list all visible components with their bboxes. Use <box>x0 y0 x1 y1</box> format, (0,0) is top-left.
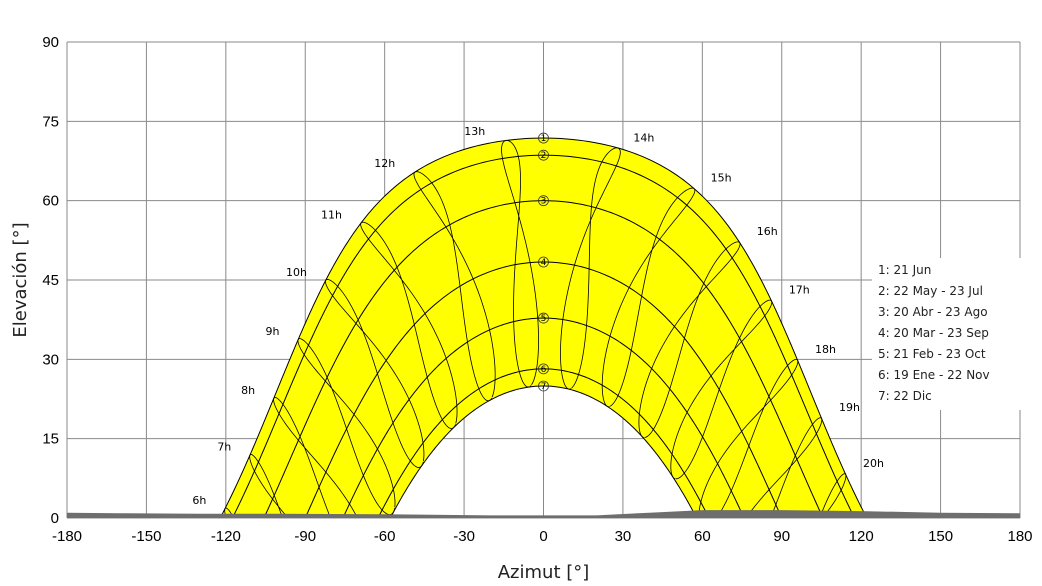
day-marker-label-5: 5 <box>541 314 547 324</box>
y-tick-label: 75 <box>42 113 59 130</box>
y-tick-label: 30 <box>42 351 59 368</box>
day-marker-2 <box>538 149 549 161</box>
hour-label-7: 7h <box>217 441 231 454</box>
hour-line-8 <box>273 397 358 519</box>
hour-label-20: 20h <box>863 457 884 470</box>
sun-path-fill <box>220 138 867 518</box>
day-path-6 <box>378 368 709 517</box>
day-marker-1 <box>538 132 549 144</box>
day-path-5 <box>342 317 745 518</box>
hour-label-19: 19h <box>839 401 860 414</box>
day-path-1 <box>219 137 868 518</box>
hour-label-9: 9h <box>266 325 280 338</box>
x-tick-label: -90 <box>294 528 316 545</box>
day-path-markers: 1 2 3 4 5 6 7 <box>538 132 549 392</box>
hour-label-13: 13h <box>464 125 485 138</box>
legend-box <box>872 258 1022 410</box>
hour-line-15 <box>601 187 696 408</box>
x-tick-label: 120 <box>849 528 874 545</box>
hour-label-12: 12h <box>374 157 395 170</box>
y-tick-label: 90 <box>42 34 59 51</box>
legend-entry: 4: 20 Mar - 23 Sep <box>878 326 989 340</box>
x-tick-label: -180 <box>52 528 82 545</box>
y-tick-label: 0 <box>51 510 59 527</box>
x-axis-title: Azimut [°] <box>498 562 590 583</box>
day-path-7 <box>390 385 697 517</box>
sun-path-fill-area <box>220 138 867 518</box>
day-marker-3 <box>538 195 549 207</box>
x-tick-label: 150 <box>928 528 953 545</box>
hour-line-9 <box>297 338 396 516</box>
axis-ticks: -180 -150 -120 -90 -60 -30 0 30 60 90 120 150 180015… <box>42 34 1032 545</box>
day-path-lines <box>219 137 868 519</box>
horizon-profile <box>67 510 1020 518</box>
hour-label-17: 17h <box>789 284 810 297</box>
hour-labels: 6h 7h 8h 9h 10h 11h 12h 13h 14h 15h 16h 17h 18h 19h 20… <box>192 125 884 507</box>
day-marker-label-7: 7 <box>541 382 547 392</box>
hour-line-10 <box>325 279 425 468</box>
hour-label-8: 8h <box>241 384 255 397</box>
legend-entry: 6: 19 Ene - 22 Nov <box>878 368 990 382</box>
hour-line-18 <box>698 358 799 518</box>
hour-line-14 <box>560 147 621 390</box>
legend-entry: 2: 22 May - 23 Jul <box>878 284 983 298</box>
hour-label-10: 10h <box>286 266 307 279</box>
day-marker-6 <box>538 363 549 375</box>
day-marker-label-3: 3 <box>541 197 547 207</box>
hour-label-6: 6h <box>192 494 206 507</box>
horizon-shape <box>67 510 1020 518</box>
hour-line-17 <box>670 299 773 480</box>
hour-label-16: 16h <box>757 225 778 238</box>
y-tick-label: 15 <box>42 431 59 448</box>
hour-line-11 <box>360 221 458 429</box>
legend-entry: 7: 22 Dic <box>878 389 932 403</box>
legend-entry: 3: 20 Abr - 23 Ago <box>878 305 988 319</box>
x-tick-label: -150 <box>131 528 161 545</box>
y-tick-label: 60 <box>42 193 59 210</box>
day-marker-label-2: 2 <box>541 151 547 161</box>
hour-line-12 <box>413 171 496 402</box>
day-path-2 <box>232 154 855 518</box>
legend-entry: 1: 21 Jun <box>878 263 931 277</box>
x-tick-label: 30 <box>615 528 632 545</box>
day-marker-label-1: 1 <box>541 134 547 144</box>
hour-label-14: 14h <box>633 131 654 144</box>
hour-label-15: 15h <box>711 171 732 184</box>
day-marker-4 <box>538 256 549 268</box>
day-marker-label-6: 6 <box>541 365 547 375</box>
day-path-3 <box>263 200 824 519</box>
legend-entry: 5: 21 Feb - 23 Oct <box>878 347 986 361</box>
hour-label-11: 11h <box>321 208 342 221</box>
day-path-4 <box>306 261 781 516</box>
x-tick-label: -30 <box>453 528 475 545</box>
x-tick-label: 60 <box>694 528 711 545</box>
y-axis-title: Elevación [°] <box>10 222 31 337</box>
x-tick-label: 180 <box>1007 528 1032 545</box>
x-tick-label: -120 <box>211 528 241 545</box>
day-marker-label-4: 4 <box>541 258 547 268</box>
hour-line-19 <box>746 417 823 517</box>
x-tick-label: 90 <box>773 528 790 545</box>
day-marker-7 <box>538 380 549 392</box>
hour-line-13 <box>501 139 539 388</box>
legend: 1: 21 Jun 2: 22 May - 23 Jul 3: 20 Abr - 2… <box>872 258 1022 410</box>
hour-analemma-lines <box>224 139 847 519</box>
x-tick-label: 0 <box>539 528 547 545</box>
y-tick-label: 45 <box>42 272 59 289</box>
hour-line-16 <box>638 241 741 439</box>
hour-label-18: 18h <box>815 343 836 356</box>
x-tick-label: -60 <box>374 528 396 545</box>
day-marker-5 <box>538 312 549 324</box>
